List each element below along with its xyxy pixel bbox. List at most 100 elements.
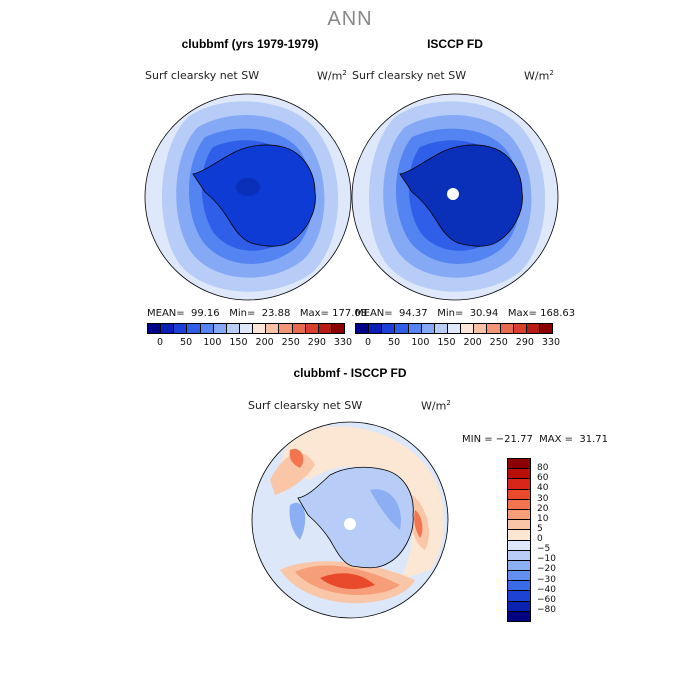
colorbar-swatch: [226, 324, 240, 333]
colorbar-swatch: [508, 550, 530, 561]
colorbar-tick-label: 250: [281, 337, 300, 348]
colorbar-swatch: [539, 324, 553, 333]
colorbar-tick-label: 290: [307, 337, 326, 348]
colorbar-tick-label: 150: [229, 337, 248, 348]
colorbar-swatch: [508, 611, 530, 621]
colorbar-swatch: [331, 324, 345, 333]
colorbar-swatch: [292, 324, 306, 333]
diff-title: clubbmf - ISCCP FD: [293, 366, 407, 380]
colorbar-swatch: [174, 324, 188, 333]
colorbar-tick-label: −80: [537, 604, 556, 615]
panel-2-title: ISCCP FD: [427, 37, 483, 51]
colorbar-swatch: [421, 324, 435, 333]
panel-1-variable: Surf clearsky net SW: [145, 69, 260, 82]
colorbar-tick-label: 20: [537, 503, 549, 514]
panel-1-stats: MEAN= 99.16 Min= 23.88 Max= 177.08: [147, 308, 368, 319]
colorbar-swatch: [508, 489, 530, 500]
colorbar-swatch: [200, 324, 214, 333]
panel-1-units: W/m2: [317, 69, 347, 83]
colorbar-swatch: [213, 324, 227, 333]
colorbar-swatch: [266, 324, 280, 333]
colorbar-observation-ticks: 0 50 100 150 200 250 290 330: [355, 337, 560, 349]
colorbar-swatch: [526, 324, 540, 333]
colorbar-difference-ticks: 80 60 40 30 20 10 5 0 −5 −10 −20 −30 −40 −60 −80: [537, 458, 577, 620]
colorbar-swatch: [500, 324, 514, 333]
colorbar-swatch: [395, 324, 409, 333]
colorbar-swatch: [279, 324, 293, 333]
colorbar-difference: [507, 458, 531, 622]
colorbar-tick-label: 330: [333, 337, 353, 348]
colorbar-tick-label: 100: [203, 337, 222, 348]
colorbar-tick-label: −30: [537, 574, 556, 585]
colorbar-tick-label: 150: [437, 337, 456, 348]
colorbar-model-ticks: 0 50 100 150 200 250 290 330: [147, 337, 352, 349]
colorbar-swatch: [508, 459, 530, 470]
colorbar-swatch: [408, 324, 422, 333]
diff-variable: Surf clearsky net SW: [248, 399, 363, 412]
colorbar-tick-label: 200: [255, 337, 274, 348]
map-difference: [251, 421, 449, 619]
colorbar-swatch: [474, 324, 488, 333]
colorbar-tick-label: 40: [537, 483, 549, 494]
map-model: [144, 93, 352, 301]
antarctica-observation: [399, 144, 523, 247]
diff-missing-data-hole: [344, 518, 356, 530]
colorbar-swatch: [461, 324, 475, 333]
colorbar-tick-label: 330: [541, 337, 561, 348]
colorbar-swatch: [487, 324, 501, 333]
panel-2-units: W/m2: [524, 69, 554, 83]
colorbar-tick-label: 250: [489, 337, 508, 348]
colorbar-tick-label: 290: [515, 337, 534, 348]
super-title: ANN: [327, 8, 373, 30]
colorbar-tick-label: 60: [537, 473, 549, 484]
colorbar-swatch: [148, 324, 162, 333]
colorbar-tick-label: 10: [537, 513, 549, 524]
colorbar-swatch: [508, 509, 530, 521]
colorbar-tick-label: −5: [537, 544, 551, 555]
colorbar-tick-label: 0: [365, 337, 372, 348]
colorbar-swatch: [508, 499, 530, 510]
antarctica-model: [192, 144, 316, 247]
panel-2-variable: Surf clearsky net SW: [352, 69, 467, 82]
colorbar-swatch: [253, 324, 267, 333]
panel-2-stats: MEAN= 94.37 Min= 30.94 Max= 168.63: [355, 308, 576, 319]
colorbar-swatch: [508, 530, 530, 541]
colorbar-swatch: [508, 469, 530, 480]
colorbar-swatch: [305, 324, 319, 333]
map-observation: [351, 93, 559, 301]
colorbar-tick-label: 0: [537, 534, 543, 544]
colorbar-swatch: [447, 324, 462, 333]
colorbar-tick-label: −40: [537, 584, 556, 595]
colorbar-swatch: [161, 324, 175, 333]
colorbar-swatch: [508, 591, 530, 602]
colorbar-swatch: [239, 324, 254, 333]
colorbar-tick-label: 200: [463, 337, 482, 348]
colorbar-tick-label: −10: [537, 554, 556, 565]
colorbar-swatch: [187, 324, 201, 333]
colorbar-swatch: [382, 324, 396, 333]
colorbar-swatch: [513, 324, 527, 333]
colorbar-swatch: [508, 571, 530, 582]
diff-minmax: MIN = −21.77 MAX = 31.71: [462, 434, 609, 445]
colorbar-swatch: [369, 324, 383, 333]
colorbar-swatch: [508, 479, 530, 490]
panel-1-title: clubbmf (yrs 1979-1979): [181, 37, 319, 51]
colorbar-tick-label: 30: [537, 493, 549, 504]
colorbar-observation: [355, 323, 553, 334]
colorbar-swatch: [508, 601, 530, 612]
colorbar-tick-label: 100: [411, 337, 430, 348]
diff-units: W/m2: [421, 399, 451, 413]
colorbar-swatch: [318, 324, 332, 333]
colorbar-tick-label: 80: [537, 463, 549, 474]
colorbar-tick-label: 0: [157, 337, 164, 348]
colorbar-tick-label: −60: [537, 594, 556, 605]
colorbar-tick-label: 50: [388, 337, 401, 348]
colorbar-swatch: [508, 560, 530, 572]
colorbar-swatch: [508, 520, 530, 531]
colorbar-swatch: [434, 324, 448, 333]
colorbar-swatch: [508, 581, 530, 592]
missing-data-hole: [447, 188, 459, 200]
colorbar-swatch: [508, 540, 530, 551]
colorbar-model: [147, 323, 345, 334]
colorbar-tick-label: 5: [537, 523, 543, 534]
